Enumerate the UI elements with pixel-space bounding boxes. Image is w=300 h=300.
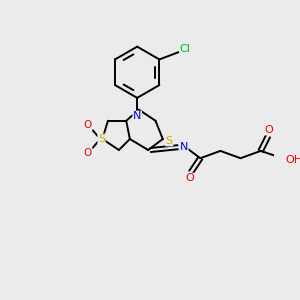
Text: S: S <box>166 136 173 146</box>
Text: Cl: Cl <box>179 44 191 54</box>
Text: N: N <box>133 111 141 121</box>
Text: O: O <box>84 148 92 158</box>
Text: S: S <box>98 134 105 144</box>
Text: O: O <box>186 173 195 183</box>
Text: O: O <box>84 120 92 130</box>
Text: OH: OH <box>285 155 300 165</box>
Text: N: N <box>180 142 188 152</box>
Text: O: O <box>265 125 273 135</box>
